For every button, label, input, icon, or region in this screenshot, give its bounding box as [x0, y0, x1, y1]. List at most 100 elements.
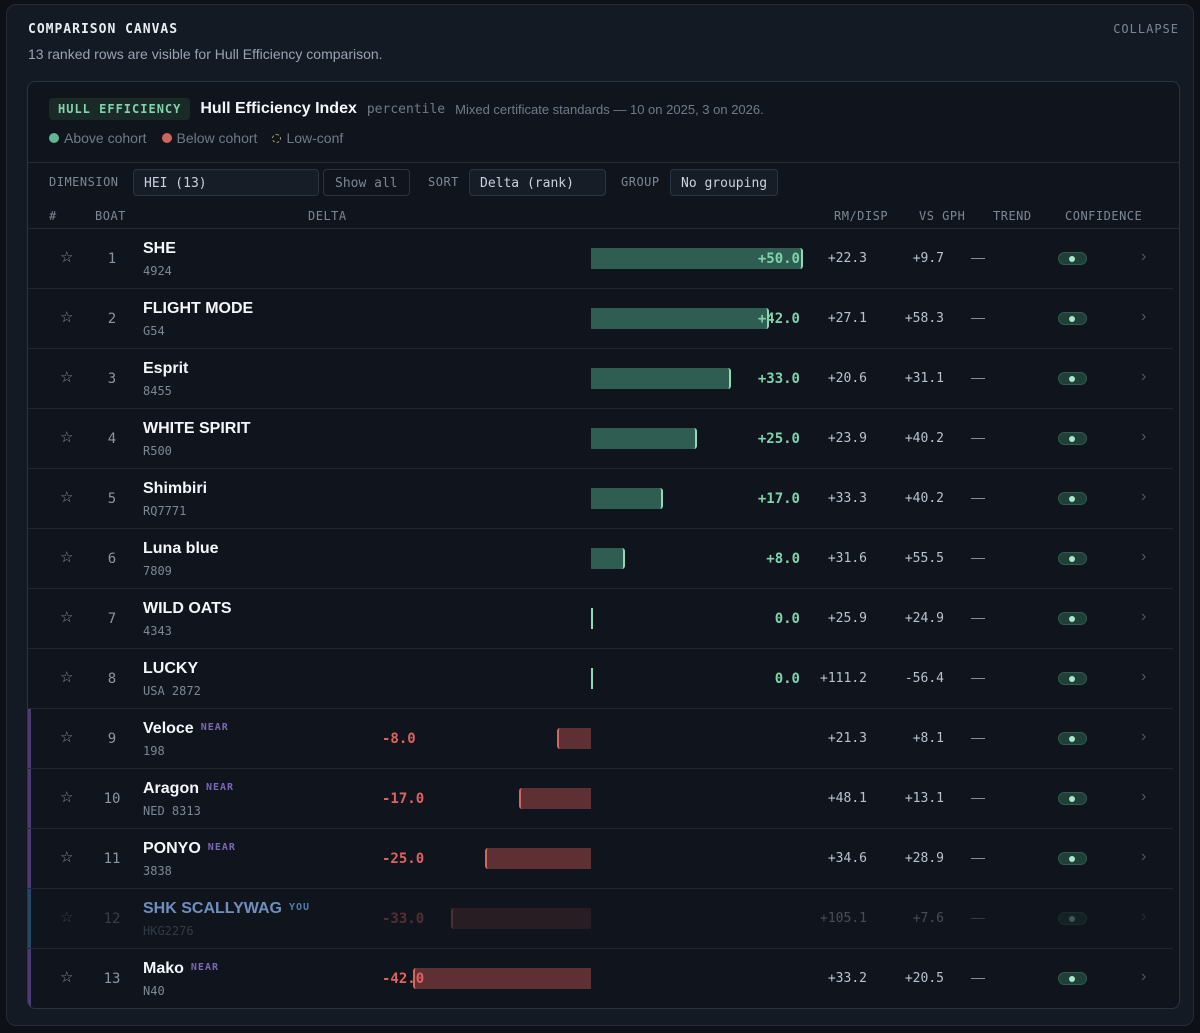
confidence-dot-icon: [1069, 676, 1075, 682]
trend-value: —: [971, 489, 985, 505]
confidence-toggle[interactable]: [1058, 492, 1087, 505]
chevron-right-icon[interactable]: ›: [1141, 608, 1147, 625]
star-icon[interactable]: ☆: [60, 429, 74, 446]
sail-number: USA 2872: [143, 684, 201, 698]
confidence-toggle[interactable]: [1058, 372, 1087, 385]
delta-value: +42.0: [757, 311, 800, 327]
boat-name[interactable]: WHITE SPIRIT: [143, 420, 251, 437]
rm-disp-value: +20.6: [827, 371, 867, 386]
column-header-rm-disp[interactable]: RM/DISP: [834, 209, 889, 223]
confidence-toggle[interactable]: [1058, 732, 1087, 745]
confidence-toggle[interactable]: [1058, 972, 1087, 985]
chevron-right-icon[interactable]: ›: [1141, 428, 1147, 445]
table-row[interactable]: ☆ 5 Shimbiri RQ7771 +17.0 +33.3 +40.2 — ›: [28, 469, 1173, 529]
star-icon[interactable]: ☆: [60, 669, 74, 686]
show-all-button[interactable]: Show all: [323, 169, 410, 196]
vs-gph-value: +40.2: [904, 431, 944, 446]
rank-number: 8: [107, 671, 117, 687]
confidence-dot-icon: [1069, 316, 1075, 322]
confidence-toggle[interactable]: [1058, 252, 1087, 265]
table-row[interactable]: ☆ 11 PONYO NEAR 3838 -25.0 +34.6 +28.9 — ›: [28, 829, 1173, 889]
boat-name[interactable]: Aragon: [143, 780, 199, 797]
boat-name[interactable]: Mako: [143, 960, 184, 977]
table-row[interactable]: ☆ 3 Esprit 8455 +33.0 +20.6 +31.1 — ›: [28, 349, 1173, 409]
boat-name[interactable]: LUCKY: [143, 660, 199, 677]
chevron-right-icon[interactable]: ›: [1141, 308, 1147, 325]
delta-bar-track: -33.0: [355, 889, 783, 949]
chevron-right-icon[interactable]: ›: [1141, 668, 1147, 685]
confidence-toggle[interactable]: [1058, 432, 1087, 445]
star-icon[interactable]: ☆: [60, 609, 74, 626]
near-badge: NEAR: [206, 781, 235, 793]
table-row[interactable]: ☆ 6 Luna blue 7809 +8.0 +31.6 +55.5 — ›: [28, 529, 1173, 589]
chevron-right-icon[interactable]: ›: [1141, 968, 1147, 985]
table-row[interactable]: ☆ 7 WILD OATS 4343 0.0 +25.9 +24.9 — ›: [28, 589, 1173, 649]
dimension-select[interactable]: HEI (13): [133, 169, 319, 196]
boat-name-line: FLIGHT MODE: [143, 300, 253, 318]
rank-number: 11: [103, 851, 121, 867]
table-row[interactable]: ☆ 2 FLIGHT MODE G54 +42.0 +27.1 +58.3 — ›: [28, 289, 1173, 349]
metric-note: Mixed certificate standards — 10 on 2025…: [455, 101, 764, 117]
group-select[interactable]: No grouping: [670, 169, 779, 196]
table-row[interactable]: ☆ 8 LUCKY USA 2872 0.0 +111.2 -56.4 — ›: [28, 649, 1173, 709]
delta-bar: [557, 728, 591, 749]
table-row[interactable]: ☆ 10 Aragon NEAR NED 8313 -17.0 +48.1 +13.1 — ›: [28, 769, 1173, 829]
metric-unit: percentile: [366, 101, 446, 117]
table-row[interactable]: ☆ 13 Mako NEAR N40 -42.0 +33.2 +20.5 — ›: [28, 949, 1173, 1008]
chevron-right-icon[interactable]: ›: [1141, 488, 1147, 505]
confidence-toggle[interactable]: [1058, 552, 1087, 565]
star-icon[interactable]: ☆: [60, 789, 74, 806]
chevron-right-icon[interactable]: ›: [1141, 848, 1147, 865]
star-icon[interactable]: ☆: [60, 369, 74, 386]
boat-name[interactable]: SHK SCALLYWAG: [143, 900, 282, 917]
rm-disp-value: +34.6: [827, 851, 867, 866]
boat-name[interactable]: SHE: [143, 240, 176, 257]
star-icon[interactable]: ☆: [60, 249, 74, 266]
confidence-toggle[interactable]: [1058, 672, 1087, 685]
boat-name[interactable]: Luna blue: [143, 540, 219, 557]
star-icon[interactable]: ☆: [60, 909, 74, 926]
table-row[interactable]: ☆ 9 Veloce NEAR 198 -8.0 +21.3 +8.1 — ›: [28, 709, 1173, 769]
table-row[interactable]: ☆ 12 SHK SCALLYWAG YOU HKG2276 -33.0 +105.1 +7.…: [28, 889, 1173, 949]
boat-name[interactable]: Veloce: [143, 720, 194, 737]
table-row[interactable]: ☆ 1 SHE 4924 +50.0 +22.3 +9.7 — ›: [28, 229, 1173, 289]
confidence-toggle[interactable]: [1058, 852, 1087, 865]
rm-disp-value: +105.1: [820, 911, 867, 926]
star-icon[interactable]: ☆: [60, 849, 74, 866]
boat-name[interactable]: Esprit: [143, 360, 189, 377]
table-row[interactable]: ☆ 4 WHITE SPIRIT R500 +25.0 +23.9 +40.2 — ›: [28, 409, 1173, 469]
delta-value: -25.0: [382, 851, 425, 867]
boat-name[interactable]: Shimbiri: [143, 480, 208, 497]
chevron-right-icon[interactable]: ›: [1141, 548, 1147, 565]
boat-name-line: Veloce NEAR: [143, 720, 229, 738]
boat-name[interactable]: PONYO: [143, 840, 201, 857]
chevron-right-icon[interactable]: ›: [1141, 368, 1147, 385]
rank-number: 5: [107, 491, 117, 507]
column-header-confidence[interactable]: CONFIDENCE: [1065, 209, 1143, 223]
legend-label: Low-conf: [286, 130, 344, 146]
confidence-toggle[interactable]: [1058, 912, 1087, 925]
column-header-boat[interactable]: BOAT: [95, 209, 126, 223]
sail-number: 198: [143, 744, 165, 758]
star-icon[interactable]: ☆: [60, 489, 74, 506]
chevron-right-icon[interactable]: ›: [1141, 788, 1147, 805]
rm-disp-value: +25.9: [827, 611, 867, 626]
star-icon[interactable]: ☆: [60, 549, 74, 566]
collapse-button[interactable]: COLLAPSE: [1113, 22, 1179, 36]
chevron-right-icon[interactable]: ›: [1141, 728, 1147, 745]
star-icon[interactable]: ☆: [60, 969, 74, 986]
sort-select[interactable]: Delta (rank): [469, 169, 606, 196]
delta-bar-track: +8.0: [355, 529, 800, 589]
boat-name[interactable]: WILD OATS: [143, 600, 232, 617]
column-header-delta[interactable]: DELTA: [308, 209, 347, 223]
confidence-toggle[interactable]: [1058, 312, 1087, 325]
star-icon[interactable]: ☆: [60, 729, 74, 746]
boat-name[interactable]: FLIGHT MODE: [143, 300, 254, 317]
star-icon[interactable]: ☆: [60, 309, 74, 326]
chevron-right-icon[interactable]: ›: [1141, 908, 1147, 925]
confidence-toggle[interactable]: [1058, 612, 1087, 625]
confidence-toggle[interactable]: [1058, 792, 1087, 805]
chevron-right-icon[interactable]: ›: [1141, 248, 1147, 265]
rm-disp-value: +23.9: [827, 431, 867, 446]
column-header-vs-gph[interactable]: VS GPH: [919, 209, 966, 223]
